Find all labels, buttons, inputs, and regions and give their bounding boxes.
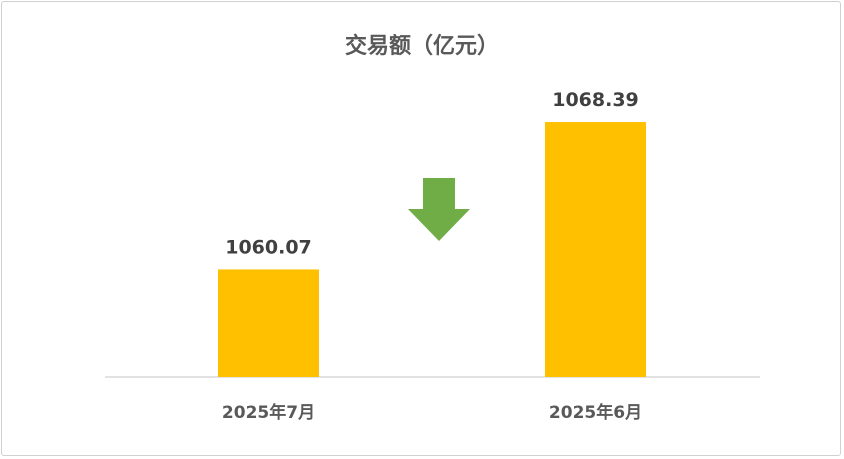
- bar: [218, 269, 319, 377]
- x-tick-label: 2025年6月: [549, 402, 642, 423]
- bar: [545, 122, 646, 377]
- chart-title: 交易额（亿元）: [345, 33, 499, 59]
- arrow-down-icon: [408, 178, 470, 241]
- x-tick-label: 2025年7月: [222, 402, 315, 423]
- data-label: 1060.07: [225, 236, 312, 258]
- data-label: 1068.39: [552, 89, 639, 111]
